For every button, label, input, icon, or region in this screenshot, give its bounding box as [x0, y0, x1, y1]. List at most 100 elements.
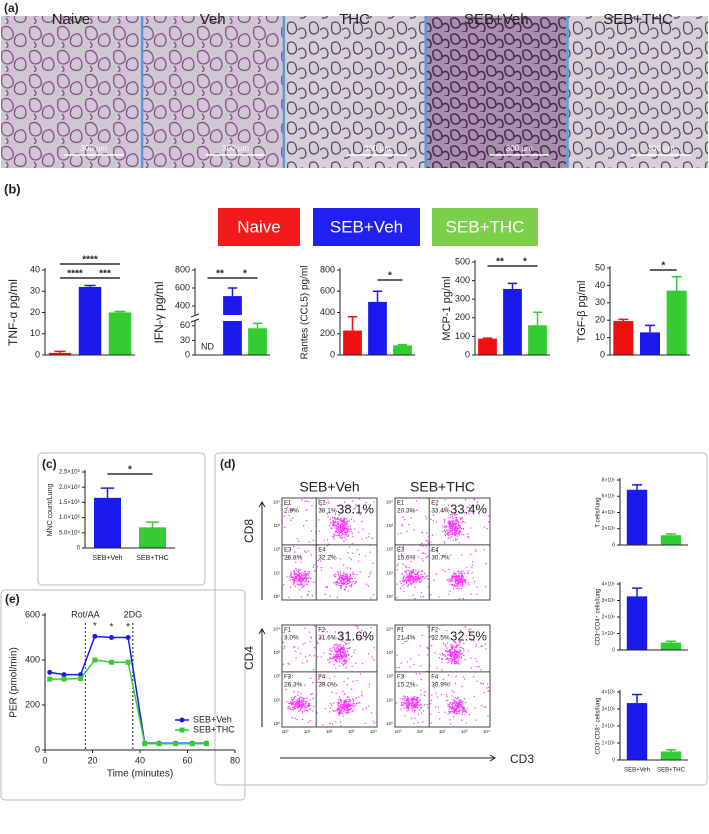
event-dot: [452, 698, 454, 701]
event-dot: [333, 523, 336, 525]
event-dot: [460, 574, 463, 576]
event-dot: [427, 626, 429, 628]
flow-plot: [281, 624, 378, 728]
bar: [94, 497, 121, 548]
event-dot: [352, 573, 354, 575]
event-dot: [460, 575, 463, 578]
event-dot: [344, 588, 346, 591]
event-dot: [359, 673, 362, 675]
event-dot: [313, 655, 316, 657]
event-dot: [299, 701, 302, 703]
event-dot: [430, 722, 433, 724]
event-dot: [343, 661, 346, 663]
event-dot: [344, 575, 346, 577]
event-dot: [404, 637, 406, 640]
event-dot: [347, 696, 349, 698]
event-dot: [476, 680, 478, 682]
event-dot: [450, 523, 452, 525]
event-dot: [412, 579, 414, 582]
event-dot: [413, 703, 416, 705]
event-dot: [337, 698, 340, 701]
event-dot: [329, 649, 331, 652]
event-dot: [330, 707, 332, 709]
event-dot: [438, 711, 440, 714]
highlight-percent: 31.6%: [337, 628, 374, 643]
event-dot: [342, 575, 345, 577]
panel-frame: [214, 452, 708, 786]
event-dot: [401, 585, 404, 587]
event-dot: [420, 574, 423, 576]
y-axis-label: T cells/lung: [596, 497, 602, 527]
event-dot: [310, 637, 312, 639]
bar: [626, 489, 648, 545]
event-dot: [469, 527, 472, 529]
event-dot: [348, 546, 351, 548]
event-dot: [402, 525, 404, 527]
event-dot: [342, 651, 344, 654]
event-dot: [299, 577, 302, 579]
event-dot: [426, 646, 428, 648]
event-dot: [413, 698, 415, 701]
event-dot: [300, 596, 303, 598]
event-dot: [407, 705, 410, 707]
event-dot: [468, 714, 471, 716]
event-dot: [313, 570, 316, 572]
event-dot: [462, 647, 464, 650]
event-dot: [336, 521, 338, 523]
event-dot: [331, 524, 334, 527]
quadrant-percent: 31.6%: [318, 635, 337, 642]
event-dot: [359, 514, 361, 516]
event-dot: [302, 703, 305, 706]
event-dot: [339, 721, 342, 723]
panel-label: (d): [220, 457, 235, 471]
panel-frame: [0, 589, 246, 801]
event-dot: [347, 712, 349, 715]
event-dot: [459, 529, 461, 531]
event-dot: [343, 710, 345, 713]
event-dot: [301, 718, 304, 721]
event-dot: [349, 581, 351, 583]
highlight-percent: 32.5%: [450, 628, 487, 643]
event-dot: [405, 576, 408, 578]
event-dot: [397, 563, 399, 565]
event-dot: [364, 555, 367, 557]
event-dot: [341, 708, 343, 711]
point: [189, 741, 195, 747]
error-bar: [227, 287, 238, 297]
event-dot: [399, 698, 402, 700]
event-dot: [301, 499, 303, 501]
event-dot: [347, 590, 350, 592]
quadrant-percent: 20.3%: [397, 508, 416, 515]
event-dot: [454, 538, 457, 540]
event-dot: [455, 654, 457, 657]
event-dot: [302, 697, 305, 700]
event-dot: [346, 696, 348, 698]
event-dot: [331, 658, 333, 660]
event-dot: [334, 518, 337, 520]
event-dot: [452, 709, 455, 711]
event-dot: [370, 597, 372, 599]
event-dot: [336, 517, 339, 520]
event-dot: [367, 653, 370, 655]
event-dot: [343, 571, 345, 573]
event-dot: [325, 586, 327, 588]
event-dot: [472, 675, 475, 678]
event-dot: [461, 652, 464, 655]
flow-tick-label: 10²: [386, 674, 393, 679]
axis: [44, 613, 235, 751]
event-dot: [289, 586, 292, 588]
event-dot: [466, 506, 468, 509]
event-dot: [404, 565, 407, 568]
event-dot: [301, 579, 303, 581]
event-dot: [448, 704, 450, 706]
event-dot: [364, 722, 367, 725]
event-dot: [473, 499, 475, 501]
event-dot: [422, 721, 424, 723]
image-divider: [566, 16, 569, 168]
event-dot: [282, 663, 285, 665]
event-dot: [312, 539, 314, 542]
y-tick-label: 3×10⁶: [602, 598, 615, 604]
event-dot: [346, 572, 349, 575]
event-dot: [293, 690, 295, 693]
axis-arrow: [258, 628, 266, 727]
